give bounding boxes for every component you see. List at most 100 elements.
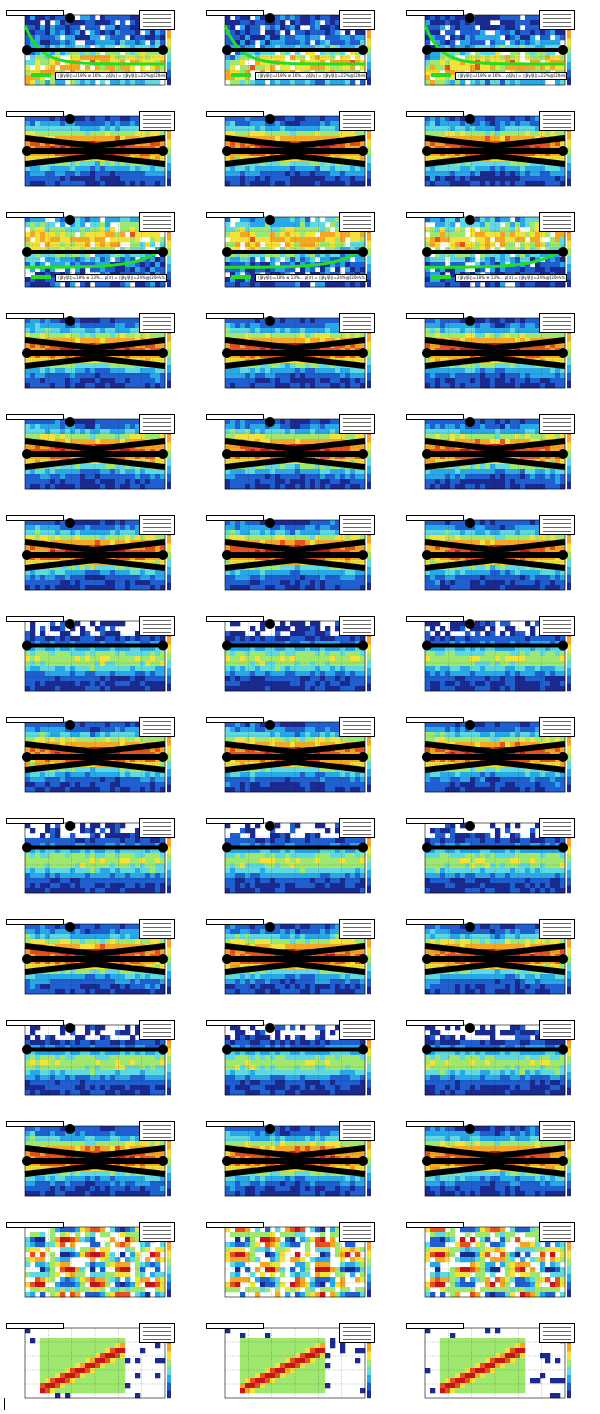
histogram-cell [280,363,286,369]
histogram-cell [60,318,66,324]
histogram-cell [460,333,466,339]
histogram-cell [75,434,81,440]
histogram-cell [285,116,291,122]
histogram-cell [50,45,56,51]
histogram-cell [120,121,126,127]
histogram-cell [45,252,51,258]
histogram-cell [155,247,161,253]
histogram-cell [65,429,71,435]
histogram-cell [490,328,496,334]
histogram-cell [270,45,276,51]
histogram-cell [455,176,461,182]
histogram-cell [285,232,291,238]
histogram-cell [135,318,141,324]
histogram-cell [500,333,506,339]
histogram-cell [505,136,511,142]
histogram-cell [440,55,446,61]
histogram-cell [560,257,566,263]
histogram-cell [305,171,311,177]
histogram-cell [70,65,76,71]
histogram-cell [560,131,566,137]
histogram-cell [245,247,251,253]
histogram-cell [490,166,496,172]
histogram-cell [495,166,501,172]
histogram-cell [65,338,71,344]
histogram-cell [505,363,511,369]
histogram-panel: ⟨|βγ/β|⟩=(18% ⊕ 16%... ρ[βγ] = ⟨|βγ/β|⟩=… [400,0,600,101]
histogram-cell [230,242,236,248]
histogram-cell [340,65,346,71]
histogram-cell [250,277,256,283]
histogram-cell [460,65,466,71]
histogram-cell [430,116,436,122]
histogram-cell [515,217,521,223]
histogram-cell [270,131,276,137]
histogram-cell [460,35,466,41]
stats-line [543,317,571,318]
histogram-cell [155,35,161,41]
histogram-cell [55,333,61,339]
histogram-cell [450,267,456,273]
histogram-cell [40,444,46,450]
histogram-cell [255,318,261,324]
histogram-cell [455,15,461,21]
histogram-cell [560,166,566,172]
histogram-cell [280,252,286,258]
histogram-cell [545,166,551,172]
histogram-cell [140,267,146,273]
histogram-cell [515,131,521,137]
histogram-cell [550,50,556,56]
histogram-cell [135,368,141,374]
histogram-cell [70,25,76,31]
histogram-cell [290,318,296,324]
histogram-cell [425,75,431,81]
histogram-cell [150,141,156,147]
histogram-cell [490,176,496,182]
histogram-cell [230,247,236,253]
histogram-cell [520,338,526,344]
histogram-cell [330,257,336,263]
histogram-cell [440,343,446,349]
histogram-cell [495,227,501,233]
histogram-cell [100,80,106,86]
histogram-cell [265,232,271,238]
histogram-cell [355,368,361,374]
histogram-cell [235,368,241,374]
histogram-cell [545,65,551,71]
histogram-cell [435,65,441,71]
histogram-cell [45,70,51,76]
histogram-cell [315,333,321,339]
histogram-cell [255,35,261,41]
histogram-cell [260,373,266,379]
histogram-cell [240,75,246,81]
panel-plot [422,114,571,187]
histogram-cell [290,25,296,31]
histogram-cell [35,257,41,263]
histogram-cell [545,141,551,147]
histogram-cell [225,55,231,61]
histogram-cell [155,30,161,36]
histogram-cell [355,378,361,384]
histogram-cell [310,80,316,86]
histogram-cell [485,338,491,344]
histogram-cell [120,368,126,374]
histogram-cell [435,252,441,258]
histogram-cell [225,156,231,162]
histogram-cell [255,363,261,369]
histogram-cell [345,156,351,162]
stats-line [343,228,371,229]
histogram-cell [95,131,101,137]
histogram-cell [525,50,531,56]
histogram-cell [440,80,446,86]
histogram-cell [155,80,161,86]
histogram-cell [50,35,56,41]
color-scale-step [367,46,371,55]
histogram-cell [520,252,526,258]
histogram-cell [530,176,536,182]
histogram-cell [485,171,491,177]
histogram-cell [490,368,496,374]
histogram-cell [310,166,316,172]
histogram-cell [255,126,261,132]
histogram-cell [435,25,441,31]
histogram-cell [110,30,116,36]
